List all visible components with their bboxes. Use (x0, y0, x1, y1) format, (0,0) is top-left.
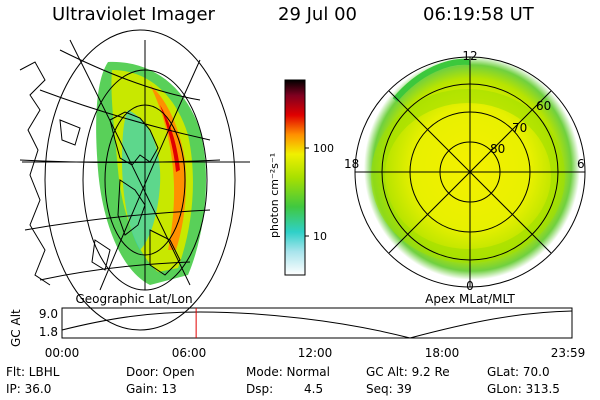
info-mode: Mode: Normal (246, 365, 330, 379)
aurora-band-bright (150, 85, 186, 250)
polar-image (354, 56, 586, 288)
colorbar-tick-label-100: 100 (313, 142, 334, 155)
info-ip: IP: 36.0 (6, 382, 52, 396)
info-dsp-value: 4.5 (304, 382, 324, 396)
altitude-track (61, 307, 573, 339)
mlat-label-60: 60 (536, 99, 551, 113)
info-seq: Seq: 39 (366, 382, 412, 396)
geographic-caption: Geographic Lat/Lon (75, 292, 192, 306)
info-gc-alt: GC Alt: 9.2 Re (366, 365, 450, 379)
info-glat: GLat: 70.0 (487, 365, 550, 379)
info-glon: GLon: 313.5 (487, 382, 560, 396)
mlt-label-12: 12 (462, 49, 477, 63)
mlt-label-18: 18 (344, 157, 359, 171)
info-dsp-label: Dsp: (246, 382, 274, 396)
mlat-label-70: 70 (512, 121, 527, 135)
time-label: 06:19:58 UT (423, 4, 534, 25)
mlat-label-80: 80 (490, 142, 505, 156)
aurora-band-peak (160, 105, 180, 172)
colorbar-unit-label: photon cm⁻²s⁻¹ (268, 153, 281, 238)
colorbar (284, 79, 306, 276)
track-ytick-bottom: 1.8 (39, 325, 58, 339)
track-ytick-top: 9.0 (39, 307, 58, 321)
altitude-curve (61, 310, 573, 339)
colorbar-tick-label-10: 10 (313, 230, 327, 243)
coastlines (19, 61, 181, 286)
track-frame (61, 307, 573, 339)
track-xtick-1800: 18:00 (425, 346, 460, 360)
track-xtick-1200: 12:00 (298, 346, 333, 360)
info-door: Door: Open (126, 365, 195, 379)
track-xtick-0600: 06:00 (172, 346, 207, 360)
info-gain: Gain: 13 (126, 382, 177, 396)
track-xtick-2359: 23:59 (551, 346, 586, 360)
app-title: Ultraviolet Imager (52, 4, 215, 25)
geographic-grid (19, 29, 250, 331)
track-ylabel: GC Alt (9, 309, 23, 347)
mlt-label-0: 0 (466, 279, 474, 293)
polar-grid (354, 56, 586, 288)
track-xtick-0000: 00:00 (45, 346, 80, 360)
info-filter: Flt: LBHL (6, 365, 60, 379)
date-label: 29 Jul 00 (278, 4, 357, 25)
geographic-image (19, 29, 250, 331)
polar-caption: Apex MLat/MLT (425, 292, 515, 306)
mlt-label-6: 6 (577, 157, 585, 171)
